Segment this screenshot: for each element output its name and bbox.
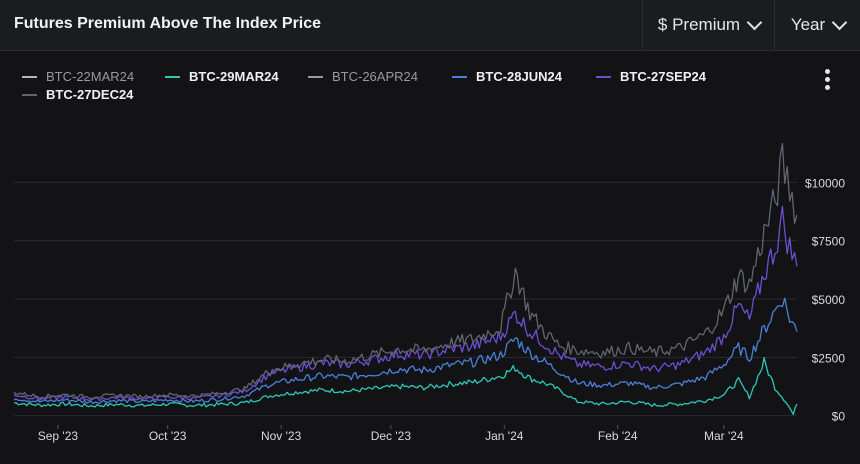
legend-label: BTC-27SEP24 bbox=[620, 69, 706, 84]
legend-item-btc-22mar24[interactable]: BTC-22MAR24 bbox=[22, 69, 134, 84]
series-line-btc-27dec24 bbox=[13, 142, 798, 400]
x-tick-label: Dec '23 bbox=[371, 429, 412, 443]
legend-swatch bbox=[308, 75, 323, 78]
metric-dropdown-label: $ Premium bbox=[657, 15, 741, 34]
chevron-down-icon bbox=[746, 14, 763, 30]
legend-item-btc-27sep24[interactable]: BTC-27SEP24 bbox=[596, 69, 706, 84]
y-tick-label: $2500 bbox=[812, 351, 846, 365]
legend-label: BTC-26APR24 bbox=[332, 69, 418, 84]
legend-item-btc-26apr24[interactable]: BTC-26APR24 bbox=[308, 69, 418, 84]
legend-label: BTC-28JUN24 bbox=[476, 69, 562, 84]
metric-dropdown[interactable]: $ Premium bbox=[642, 0, 775, 50]
x-tick-label: Jan '24 bbox=[485, 429, 524, 443]
x-tick-label: Sep '23 bbox=[38, 429, 79, 443]
legend-label: BTC-29MAR24 bbox=[189, 69, 279, 84]
line-chart: $0 $2500 $5000 $7500 $10000 Sep '23 Oct '23 Nov… bbox=[13, 142, 846, 443]
legend-label: BTC-27DEC24 bbox=[46, 87, 134, 102]
y-tick-label: $5000 bbox=[812, 293, 846, 307]
legend-swatch bbox=[22, 75, 37, 78]
legend-swatch bbox=[22, 93, 37, 96]
range-dropdown[interactable]: Year bbox=[774, 0, 860, 50]
y-tick-label: $0 bbox=[832, 410, 846, 424]
y-tick-label: $10000 bbox=[805, 176, 845, 190]
range-dropdown-label: Year bbox=[790, 15, 826, 34]
legend-swatch bbox=[596, 75, 611, 78]
x-tick-label: Feb '24 bbox=[598, 429, 638, 443]
legend-item-btc-29mar24[interactable]: BTC-29MAR24 bbox=[165, 69, 279, 84]
chart-title: Futures Premium Above The Index Price bbox=[14, 15, 322, 32]
chevron-down-icon bbox=[831, 14, 848, 30]
x-tick-label: Mar '24 bbox=[704, 429, 744, 443]
x-tick-label: Nov '23 bbox=[261, 429, 302, 443]
legend-swatch bbox=[452, 75, 467, 78]
legend-swatch bbox=[165, 75, 180, 78]
legend-item-btc-28jun24[interactable]: BTC-28JUN24 bbox=[452, 69, 562, 84]
x-tick-label: Oct '23 bbox=[149, 429, 187, 443]
legend-item-btc-27dec24[interactable]: BTC-27DEC24 bbox=[22, 87, 133, 102]
kebab-menu-icon[interactable] bbox=[822, 69, 834, 91]
legend-label: BTC-22MAR24 bbox=[46, 69, 135, 84]
series-line-btc-28jun24 bbox=[13, 297, 798, 405]
chart-header: Futures Premium Above The Index Price $ … bbox=[0, 0, 860, 51]
y-tick-label: $7500 bbox=[812, 235, 846, 249]
chart-area: BTC-22MAR24 BTC-29MAR24 BTC-26APR24 BTC-28J… bbox=[0, 51, 860, 464]
series-line-btc-29mar24 bbox=[13, 357, 798, 416]
